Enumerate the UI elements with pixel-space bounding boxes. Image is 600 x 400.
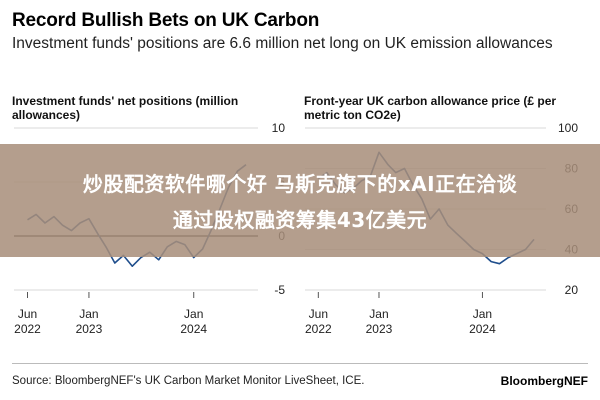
- overlay-banner: [0, 144, 600, 257]
- x-tick-label: 2024: [469, 322, 496, 336]
- source-note: Source: BloombergNEF's UK Carbon Market …: [12, 375, 365, 387]
- left-panel-title: Investment funds' net positions (million…: [12, 94, 239, 122]
- y-tick-label: 20: [565, 283, 579, 297]
- x-tick-label: 2022: [14, 322, 41, 336]
- x-tick-label: 2023: [76, 322, 103, 336]
- x-tick-label: Jan: [184, 307, 203, 321]
- y-tick-label: 100: [558, 121, 578, 135]
- x-tick-label: Jan: [79, 307, 98, 321]
- chart-subtitle: Investment funds' positions are 6.6 mill…: [12, 35, 553, 52]
- x-tick-label: 2023: [366, 322, 393, 336]
- banner-line-1: 炒股配资软件哪个好 马斯克旗下的xAI正在洽谈: [82, 172, 518, 196]
- x-tick-label: Jun: [18, 307, 37, 321]
- footer-divider: [12, 363, 588, 364]
- x-tick-label: Jan: [369, 307, 388, 321]
- x-tick-label: 2024: [180, 322, 207, 336]
- banner-line-2: 通过股权融资筹集43亿美元: [172, 208, 428, 232]
- x-tick-label: Jun: [309, 307, 328, 321]
- y-tick-label: -5: [274, 283, 285, 297]
- y-tick-label: 10: [272, 121, 286, 135]
- x-tick-label: 2022: [305, 322, 332, 336]
- right-panel-title: Front-year UK carbon allowance price (£ …: [304, 94, 557, 122]
- brand-logo: BloombergNEF: [500, 374, 588, 388]
- chart-title: Record Bullish Bets on UK Carbon: [12, 10, 320, 31]
- x-tick-label: Jan: [473, 307, 492, 321]
